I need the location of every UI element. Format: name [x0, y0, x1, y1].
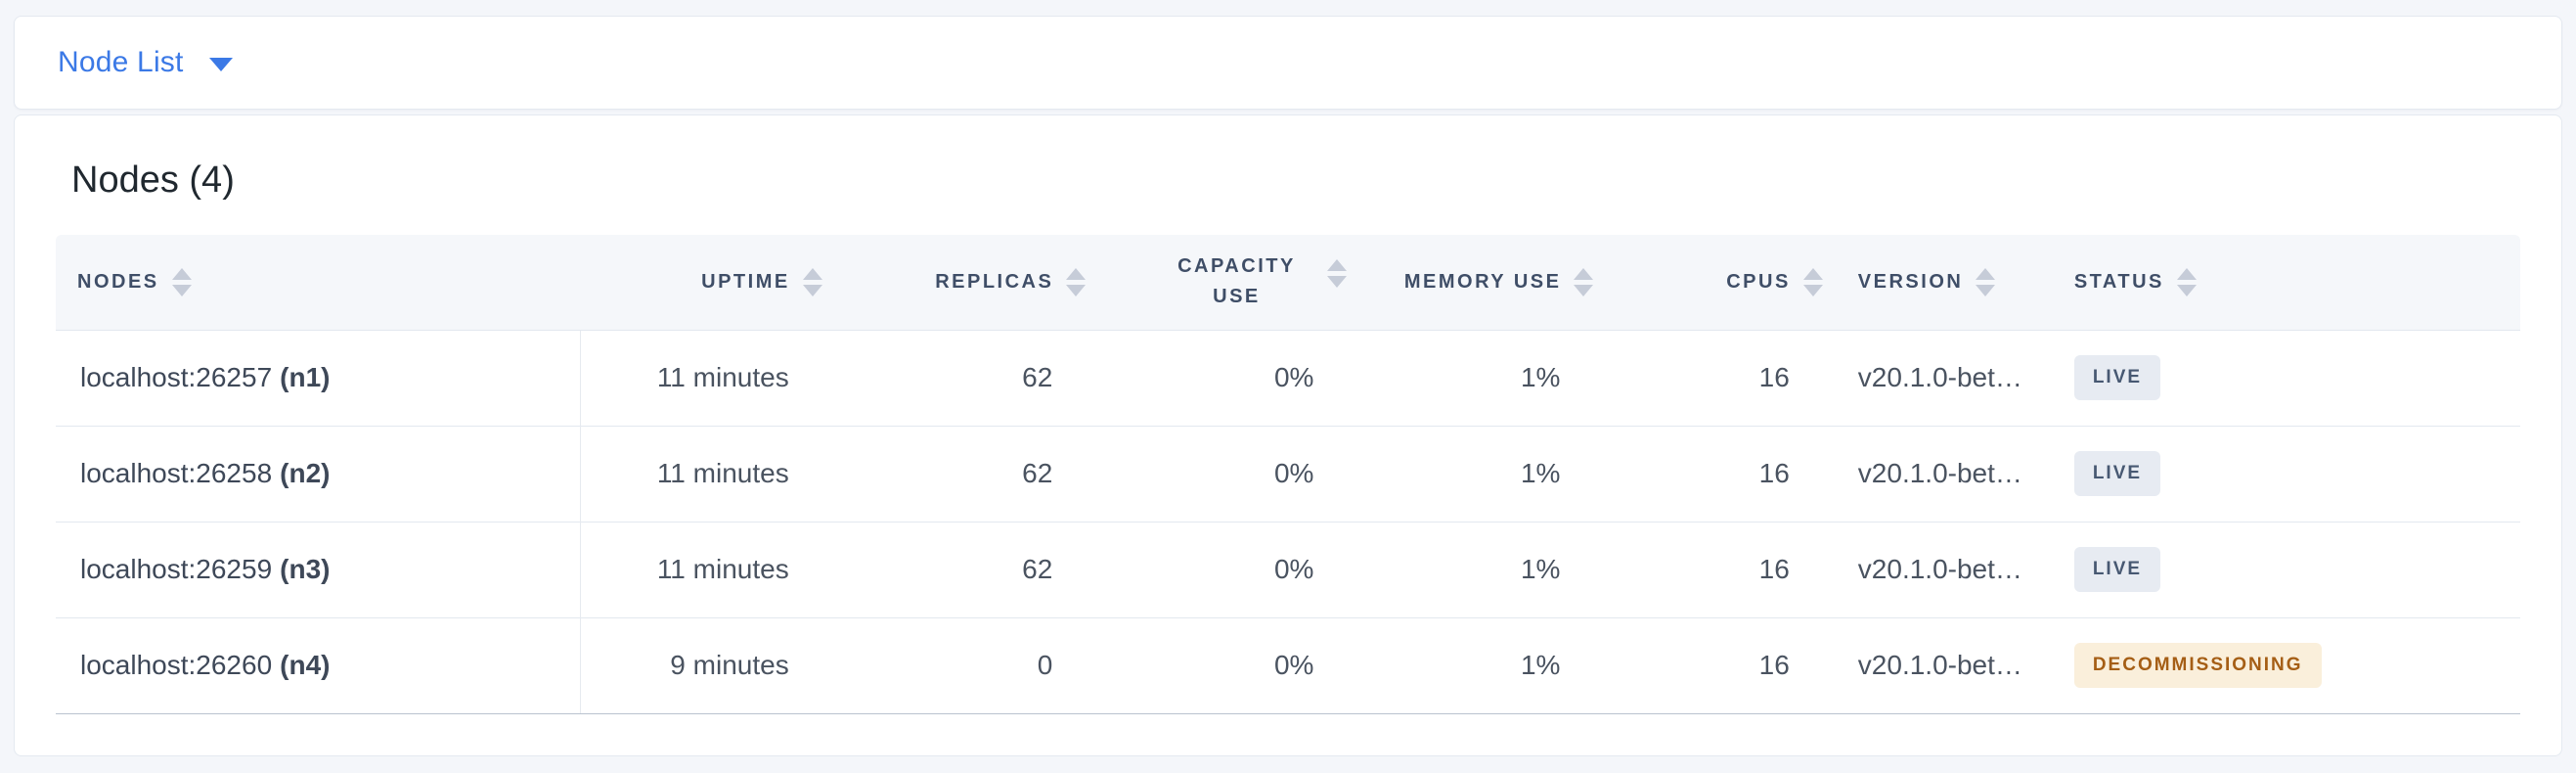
column-header-uptime[interactable]: UPTIME [580, 235, 822, 331]
nodes-panel: Nodes (4) NODES UPTIME [14, 114, 2562, 756]
replicas-cell: 62 [1022, 362, 1053, 392]
sort-icon[interactable] [802, 267, 822, 296]
version-cell: v20.1.0-bet… [1822, 521, 2074, 617]
sort-icon[interactable] [1802, 267, 1823, 296]
view-selector-bar: Node List [14, 16, 2562, 110]
node-address: localhost:26260 [80, 650, 273, 680]
node-id: (n4) [280, 650, 331, 680]
memory-use-cell: 1% [1347, 425, 1594, 522]
capacity-use-cell: 0% [1086, 521, 1348, 617]
replicas-cell: 62 [822, 425, 1087, 522]
table-row: localhost:26257 (n1) 11 minutes 62 0% 1% … [56, 330, 2520, 426]
version-cell: v20.1.0-bet… [1857, 362, 2022, 392]
table-row: localhost:26260 (n4) 9 minutes 0 0% 1% 16… [56, 616, 2520, 714]
node-id: (n3) [280, 554, 331, 584]
column-label: VERSION [1857, 270, 1964, 293]
column-label: CAPACITY USE [1177, 255, 1296, 308]
column-header-replicas[interactable]: REPLICAS [822, 235, 1087, 331]
status-badge: DECOMMISSIONING [2073, 643, 2322, 688]
node-list-table: NODES UPTIME REPLICAS [56, 235, 2520, 714]
version-cell: v20.1.0-bet… [1822, 425, 2074, 522]
node-address-cell[interactable]: localhost:26259 (n3) [56, 521, 582, 617]
column-label: CPUS [1726, 270, 1791, 293]
status-cell: LIVE [2073, 330, 2520, 426]
column-label: UPTIME [701, 270, 790, 293]
column-header-version[interactable]: VERSION [1822, 235, 2074, 331]
node-address-cell[interactable]: localhost:26257 (n1) [56, 330, 582, 426]
caret-down-icon [208, 58, 233, 71]
node-address-cell[interactable]: localhost:26260 (n4) [56, 616, 582, 714]
sort-icon[interactable] [1976, 267, 1996, 296]
node-id: (n1) [280, 362, 331, 392]
uptime-cell: 11 minutes [656, 362, 789, 392]
uptime-cell: 11 minutes [580, 425, 822, 522]
memory-use-cell: 1% [1347, 521, 1594, 617]
memory-use-cell: 1% [1520, 362, 1561, 392]
column-header-memory-use[interactable]: MEMORY USE [1347, 235, 1594, 331]
capacity-use-cell: 0% [1273, 362, 1314, 392]
column-header-status[interactable]: STATUS [2073, 235, 2520, 331]
sort-icon[interactable] [1066, 267, 1087, 296]
status-badge: LIVE [2073, 355, 2161, 400]
sort-icon[interactable] [1327, 259, 1348, 289]
sort-icon[interactable] [171, 267, 192, 296]
status-cell: LIVE [2073, 521, 2520, 617]
cpus-cell: 16 [1758, 362, 1790, 392]
status-cell: LIVE [2073, 425, 2520, 522]
column-label: REPLICAS [935, 270, 1054, 293]
node-list-dropdown[interactable]: Node List [58, 46, 233, 79]
memory-use-cell: 1% [1347, 616, 1594, 714]
column-label: MEMORY USE [1403, 270, 1562, 293]
cpus-cell: 16 [1593, 616, 1823, 714]
table-row: localhost:26258 (n2) 11 minutes 62 0% 1% … [56, 425, 2520, 522]
column-label: NODES [77, 270, 159, 293]
node-id: (n2) [280, 458, 331, 488]
page-title: Nodes (4) [71, 159, 235, 201]
column-header-capacity-use[interactable]: CAPACITY USE [1086, 235, 1348, 331]
capacity-use-cell: 0% [1086, 425, 1348, 522]
capacity-use-cell: 0% [1086, 616, 1348, 714]
table-body: localhost:26257 (n1) 11 minutes 62 0% 1% … [56, 330, 2520, 714]
node-address-cell[interactable]: localhost:26258 (n2) [56, 425, 582, 522]
node-address: localhost:26259 [80, 554, 273, 584]
sort-icon[interactable] [2176, 267, 2197, 296]
replicas-cell: 0 [822, 616, 1087, 714]
node-address: localhost:26258 [80, 458, 273, 488]
node-address: localhost:26257 [80, 362, 273, 392]
cpus-cell: 16 [1593, 521, 1823, 617]
replicas-cell: 62 [822, 521, 1087, 617]
uptime-cell: 9 minutes [580, 616, 822, 714]
status-badge: LIVE [2073, 547, 2161, 592]
version-cell: v20.1.0-bet… [1822, 616, 2074, 714]
status-badge: LIVE [2073, 451, 2161, 496]
table-header: NODES UPTIME REPLICAS [56, 235, 2520, 331]
status-cell: DECOMMISSIONING [2073, 616, 2520, 714]
table-row: localhost:26259 (n3) 11 minutes 62 0% 1% … [56, 521, 2520, 617]
sort-icon[interactable] [1574, 267, 1594, 296]
node-list-dropdown-label: Node List [58, 46, 184, 78]
uptime-cell: 11 minutes [580, 521, 822, 617]
cpus-cell: 16 [1593, 425, 1823, 522]
column-label: STATUS [2073, 270, 2164, 293]
column-header-cpus[interactable]: CPUS [1593, 235, 1823, 331]
column-header-nodes[interactable]: NODES [56, 235, 581, 331]
